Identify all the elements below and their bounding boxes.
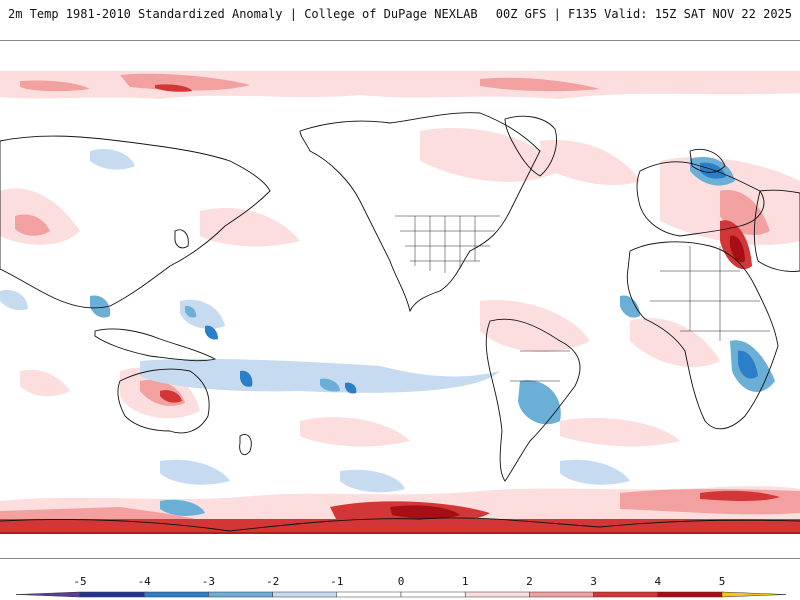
- colorbar-tick-label: 4: [654, 575, 661, 588]
- colorbar-tick-label: -2: [266, 575, 279, 588]
- colorbar-tick-label: -4: [138, 575, 152, 588]
- north-america-outline: [299, 112, 541, 313]
- colorbar-bin: [464, 591, 530, 598]
- colorbar-tick-label: 5: [719, 575, 726, 588]
- colorbar-tick-label: 2: [526, 575, 533, 588]
- colorbar-bin: [15, 591, 81, 598]
- colorbar-tick-label: 3: [590, 575, 597, 588]
- no-data-strip-top: [0, 41, 800, 69]
- colorbar-tick-label: -5: [73, 575, 86, 588]
- colorbar-bin: [336, 591, 402, 598]
- colorbar-tick-label: 1: [462, 575, 469, 588]
- africa-outline: [626, 241, 779, 430]
- antarctica-outline: [0, 517, 800, 532]
- colorbar-bin: [143, 591, 209, 598]
- greenland-outline: [504, 115, 557, 177]
- asia-outline: [0, 135, 271, 309]
- antarctic-anomaly-field: [0, 486, 800, 534]
- political-borders: [395, 215, 770, 382]
- asia-outline-right: [753, 189, 800, 272]
- cold-anomaly-field: [0, 148, 775, 516]
- colorbar-tick-label: 0: [398, 575, 405, 588]
- map-panel[interactable]: [0, 40, 800, 559]
- colorbar-legend: -5 -4 -3 -2 -1 0 1 2 3 4 5: [0, 560, 800, 600]
- colorbar-tick-label: -3: [202, 575, 215, 588]
- colorbar: -5 -4 -3 -2 -1 0 1 2 3 4 5: [15, 575, 787, 598]
- scandinavia-outline: [689, 148, 726, 173]
- header: 2m Temp 1981-2010 Standardized Anomaly |…: [0, 0, 800, 40]
- colorbar-bin: [400, 591, 466, 598]
- colorbar-bin: [657, 591, 723, 598]
- australia-outline: [117, 368, 210, 434]
- colorbar-bin: [721, 591, 787, 598]
- colorbar-tick-label: -1: [330, 575, 343, 588]
- colorbar-tick-labels: -5 -4 -3 -2 -1 0 1 2 3 4 5: [73, 575, 725, 588]
- south-america-outline: [485, 318, 581, 482]
- anomaly-map[interactable]: [0, 41, 800, 559]
- colorbar-bins: [15, 591, 787, 598]
- new-zealand-outline: [239, 434, 252, 456]
- product-title: 2m Temp 1981-2010 Standardized Anomaly |…: [8, 7, 478, 21]
- valid-time-title: 00Z GFS | F135 Valid: 15Z SAT NOV 22 202…: [495, 7, 792, 21]
- europe-outline: [636, 161, 765, 237]
- colorbar-bin: [272, 591, 338, 598]
- colorbar-bin: [79, 591, 145, 598]
- indonesia-outline: [94, 328, 217, 362]
- map-background: [0, 41, 800, 558]
- midlatitude-anomaly-field: [0, 127, 800, 447]
- colorbar-bin: [208, 591, 273, 598]
- arctic-anomaly-field: [0, 71, 800, 99]
- coastlines: [0, 112, 800, 532]
- colorbar-bin: [529, 591, 594, 598]
- japan-outline: [174, 229, 189, 249]
- colorbar-bin: [593, 591, 659, 598]
